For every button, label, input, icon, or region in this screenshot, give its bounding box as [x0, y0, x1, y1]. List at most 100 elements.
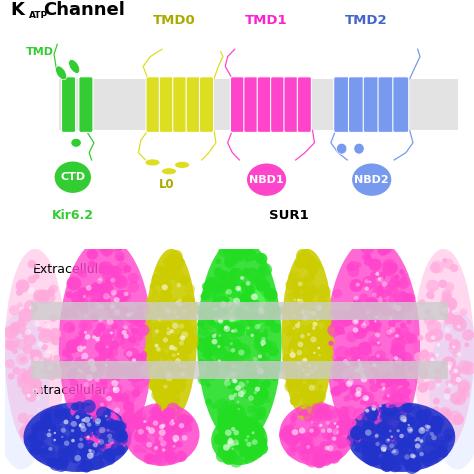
Ellipse shape: [16, 279, 29, 292]
Ellipse shape: [176, 353, 189, 365]
Ellipse shape: [95, 418, 101, 424]
Ellipse shape: [250, 306, 260, 317]
Ellipse shape: [98, 303, 105, 310]
Ellipse shape: [407, 454, 414, 461]
Ellipse shape: [306, 445, 310, 449]
Ellipse shape: [219, 411, 233, 426]
Ellipse shape: [445, 435, 452, 442]
Ellipse shape: [79, 271, 87, 278]
Ellipse shape: [378, 285, 383, 291]
Ellipse shape: [122, 330, 127, 335]
Ellipse shape: [293, 299, 296, 301]
Ellipse shape: [407, 458, 422, 473]
Ellipse shape: [246, 312, 253, 319]
Ellipse shape: [65, 351, 70, 356]
Ellipse shape: [96, 298, 109, 311]
Ellipse shape: [250, 446, 258, 453]
Ellipse shape: [90, 409, 104, 423]
Ellipse shape: [153, 453, 167, 466]
Ellipse shape: [361, 376, 367, 383]
Ellipse shape: [228, 394, 235, 400]
Ellipse shape: [143, 307, 155, 319]
Text: Channel: Channel: [43, 1, 125, 19]
Ellipse shape: [246, 440, 255, 449]
Ellipse shape: [154, 447, 158, 451]
Ellipse shape: [81, 357, 83, 359]
Ellipse shape: [234, 306, 247, 318]
Ellipse shape: [86, 285, 91, 291]
Ellipse shape: [459, 395, 465, 401]
Ellipse shape: [433, 426, 440, 433]
Ellipse shape: [211, 415, 267, 465]
Ellipse shape: [398, 277, 410, 288]
Ellipse shape: [395, 281, 401, 287]
Ellipse shape: [16, 353, 29, 365]
Ellipse shape: [388, 319, 396, 327]
Ellipse shape: [362, 432, 372, 441]
Ellipse shape: [79, 339, 87, 346]
Ellipse shape: [290, 352, 296, 358]
Ellipse shape: [154, 404, 162, 412]
Ellipse shape: [298, 325, 308, 334]
Ellipse shape: [104, 449, 112, 457]
Ellipse shape: [391, 447, 403, 458]
Ellipse shape: [233, 236, 246, 248]
Ellipse shape: [300, 334, 305, 338]
Ellipse shape: [319, 354, 321, 356]
Ellipse shape: [34, 359, 39, 364]
Ellipse shape: [96, 323, 106, 332]
Ellipse shape: [155, 330, 170, 344]
Ellipse shape: [381, 419, 388, 426]
Ellipse shape: [110, 331, 113, 334]
FancyBboxPatch shape: [186, 77, 200, 132]
Ellipse shape: [247, 373, 258, 383]
Ellipse shape: [339, 357, 350, 369]
Ellipse shape: [364, 406, 379, 420]
Ellipse shape: [96, 428, 103, 435]
Ellipse shape: [64, 417, 71, 424]
Ellipse shape: [310, 303, 316, 309]
Ellipse shape: [243, 248, 256, 261]
Ellipse shape: [216, 449, 229, 463]
Ellipse shape: [209, 372, 214, 376]
Ellipse shape: [218, 246, 229, 257]
Ellipse shape: [112, 440, 118, 445]
Ellipse shape: [255, 387, 260, 392]
Ellipse shape: [99, 431, 113, 444]
Ellipse shape: [385, 395, 391, 400]
Ellipse shape: [217, 345, 220, 348]
Ellipse shape: [165, 436, 179, 449]
Ellipse shape: [292, 327, 296, 330]
Ellipse shape: [23, 345, 33, 354]
Ellipse shape: [154, 374, 167, 387]
Ellipse shape: [162, 341, 171, 349]
Ellipse shape: [380, 410, 392, 423]
Ellipse shape: [234, 437, 244, 446]
Ellipse shape: [351, 356, 360, 364]
Ellipse shape: [353, 387, 364, 397]
Ellipse shape: [361, 440, 366, 446]
Ellipse shape: [78, 463, 85, 471]
Ellipse shape: [90, 434, 94, 439]
Ellipse shape: [172, 385, 182, 395]
Ellipse shape: [258, 389, 269, 399]
Ellipse shape: [109, 383, 122, 396]
Ellipse shape: [356, 262, 362, 268]
Ellipse shape: [185, 305, 191, 311]
Ellipse shape: [139, 353, 146, 361]
Ellipse shape: [18, 309, 33, 323]
Ellipse shape: [40, 422, 49, 430]
Ellipse shape: [103, 434, 116, 446]
Ellipse shape: [368, 335, 379, 346]
Ellipse shape: [447, 410, 462, 425]
Ellipse shape: [230, 452, 237, 458]
Ellipse shape: [240, 276, 244, 280]
Ellipse shape: [288, 273, 297, 282]
Ellipse shape: [225, 429, 232, 436]
Ellipse shape: [351, 388, 359, 396]
Ellipse shape: [95, 342, 106, 353]
Ellipse shape: [36, 387, 43, 394]
Ellipse shape: [241, 377, 249, 384]
Ellipse shape: [231, 428, 241, 437]
Ellipse shape: [314, 361, 323, 370]
